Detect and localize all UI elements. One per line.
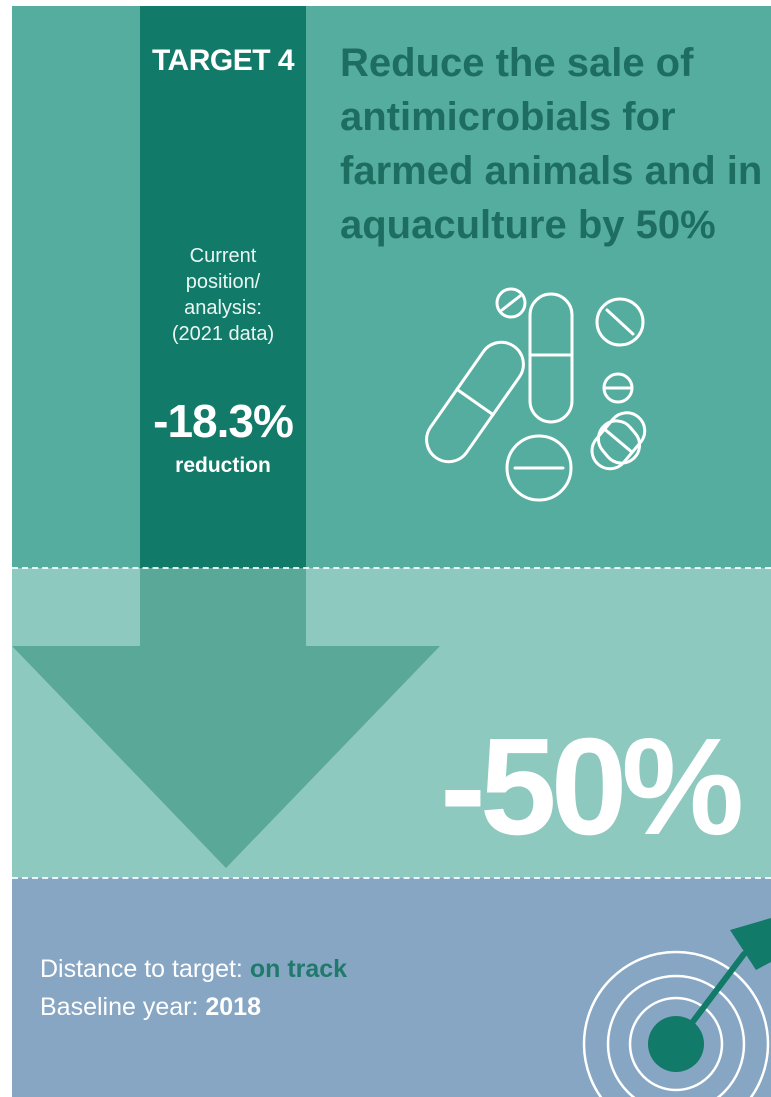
baseline-label: Baseline year: xyxy=(40,993,206,1021)
goal-reduction-value: -50% xyxy=(440,710,744,864)
baseline-year: Baseline year: 2018 xyxy=(40,993,261,1022)
current-reduction-suffix: reduction xyxy=(175,454,271,477)
arrow-head xyxy=(12,646,440,868)
status-band xyxy=(12,878,771,1097)
current-reduction-value: -18.3% xyxy=(153,395,294,447)
dashed-divider-bottom xyxy=(12,877,771,879)
distance-label: Distance to target: xyxy=(40,955,250,983)
dashed-divider-top xyxy=(12,567,771,569)
target-band xyxy=(12,6,771,568)
target-number-label: TARGET 4 xyxy=(151,44,295,77)
current-position-label: Current position/ analysis: (2021 data) xyxy=(171,245,275,345)
baseline-year-value: 2018 xyxy=(205,993,261,1021)
pills-icon xyxy=(425,287,647,502)
target-title: Reduce the sale of antimicrobials for fa… xyxy=(340,41,763,247)
dartboard-target-icon xyxy=(582,918,771,1097)
distance-status: on track xyxy=(249,955,348,983)
arrow-shaft-upper xyxy=(140,6,306,568)
arrow-shaft-lower xyxy=(140,568,306,646)
distance-to-target: Distance to target: on track xyxy=(40,955,347,984)
